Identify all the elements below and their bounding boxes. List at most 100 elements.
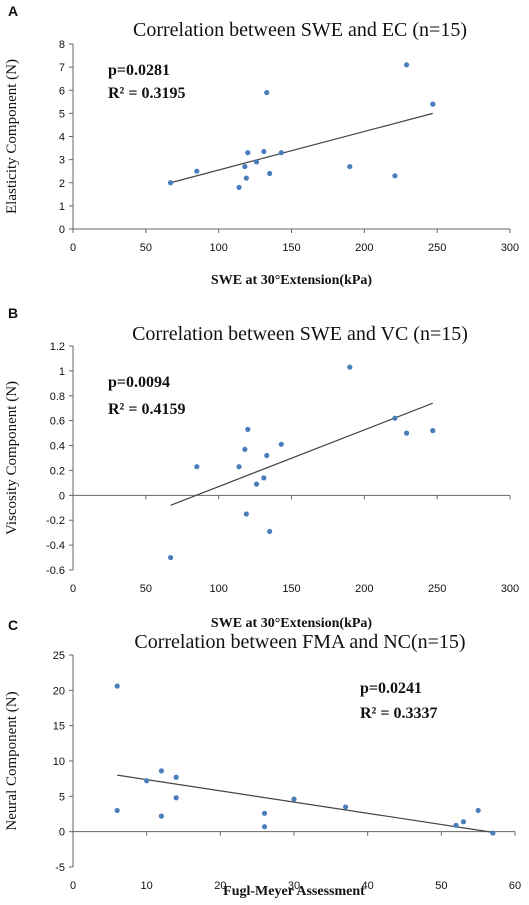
data-point	[278, 441, 284, 447]
data-point	[114, 807, 120, 814]
x-tick-label: 10	[141, 880, 153, 892]
data-point	[261, 810, 268, 816]
chart-title: Correlation between SWE and VC (n=15)	[132, 323, 468, 345]
x-tick-label: 250	[428, 242, 446, 254]
data-point	[158, 813, 164, 819]
y-tick-label: 0	[59, 224, 65, 236]
x-tick-label: 100	[209, 242, 227, 254]
data-point	[261, 475, 267, 481]
y-axis-label: Viscosity Component (N)	[4, 381, 20, 535]
r-squared-label: R² = 0.3337	[360, 705, 437, 722]
y-tick-label: 25	[53, 650, 65, 662]
x-tick-label: 100	[209, 583, 227, 595]
x-tick-label: 200	[355, 242, 373, 254]
data-point	[490, 830, 496, 836]
y-tick-label: 7	[59, 62, 65, 74]
data-point	[392, 173, 398, 179]
x-tick-label: 0	[70, 583, 76, 595]
y-tick-label: 0	[59, 490, 65, 502]
data-point	[403, 62, 410, 68]
r-squared-label: R² = 0.4159	[108, 401, 185, 418]
trendline	[117, 774, 493, 833]
data-point	[236, 184, 242, 190]
data-point	[261, 824, 268, 830]
x-axis-label: Fugl-Meyer Assessment	[223, 884, 365, 899]
y-tick-label: 0.2	[50, 465, 65, 477]
y-tick-label: -0.4	[46, 540, 65, 552]
x-axis-label: SWE at 30°Extension(kPa)	[211, 273, 373, 288]
y-tick-label: 0	[59, 827, 65, 839]
x-tick-label: 20	[214, 880, 226, 892]
data-point	[243, 511, 249, 517]
data-point	[264, 452, 270, 459]
trendline	[170, 402, 434, 506]
y-axis-label: Elasticity Component (N)	[4, 59, 20, 214]
data-point	[158, 768, 164, 774]
chart-panel-a: A Correlation between SWE and EC (n=15) 0 1…	[4, 3, 519, 288]
p-value-label: p=0.0281	[108, 62, 170, 79]
data-point	[430, 101, 436, 107]
data-point	[264, 89, 270, 96]
data-point	[403, 430, 410, 436]
x-tick-label: 40	[362, 880, 374, 892]
x-tick-label: 150	[282, 583, 300, 595]
data-point	[253, 159, 260, 165]
x-tick-label: 150	[282, 242, 300, 254]
data-point	[167, 554, 174, 561]
data-point	[253, 481, 260, 487]
y-tick-label: -0.6	[46, 565, 65, 577]
data-point	[194, 464, 200, 470]
chart-title: Correlation between FMA and NC(n=15)	[134, 631, 465, 653]
x-tick-label: 0	[70, 880, 76, 892]
y-tick-label: 6	[59, 85, 65, 97]
chart-panel-b: B Correlation between SWE and VC (n=15) -0…	[4, 305, 519, 631]
y-tick-label: 1.2	[50, 341, 65, 353]
data-point	[167, 180, 174, 186]
x-tick-label: 300	[501, 583, 519, 595]
x-tick-label: 50	[140, 583, 152, 595]
y-tick-label: 3	[59, 155, 65, 167]
x-tick-label: 30	[288, 880, 300, 892]
p-value-label: p=0.0241	[360, 680, 422, 697]
p-value-label: p=0.0094	[108, 374, 170, 391]
data-point	[114, 683, 120, 689]
y-axis-label: Neural Component (N)	[4, 691, 20, 830]
data-point	[430, 428, 436, 434]
y-tick-label: 0.8	[50, 391, 65, 403]
data-point	[291, 796, 297, 802]
trendline	[170, 112, 433, 184]
y-tick-label: 2	[59, 178, 65, 190]
data-point	[453, 822, 459, 828]
y-tick-label: -0.2	[46, 515, 65, 527]
x-tick-label: 0	[70, 242, 76, 254]
x-tick-label: 60	[509, 880, 521, 892]
data-point	[245, 150, 251, 156]
data-point	[261, 148, 267, 155]
r-squared-label: R² = 0.3195	[108, 85, 185, 102]
data-point	[278, 150, 284, 156]
x-axis-label: SWE at 30°Extension(kPa)	[211, 616, 373, 631]
y-tick-label: 8	[59, 39, 65, 51]
y-tick-label: 20	[53, 685, 65, 697]
y-tick-label: 15	[53, 721, 65, 733]
data-point	[243, 175, 249, 181]
data-point	[194, 168, 200, 174]
data-point	[242, 163, 248, 170]
data-point	[236, 464, 242, 470]
y-tick-label: 5	[59, 791, 65, 803]
x-tick-label: 250	[428, 583, 446, 595]
y-tick-label: 5	[59, 108, 65, 120]
panel-letter: C	[8, 617, 18, 633]
y-tick-label: 0.4	[50, 441, 65, 453]
chart-title: Correlation between SWE and EC (n=15)	[133, 19, 467, 41]
data-point	[267, 528, 273, 535]
data-point	[173, 774, 179, 780]
data-point	[475, 807, 481, 814]
data-point	[242, 446, 248, 452]
x-tick-label: 50	[140, 242, 152, 254]
data-point	[392, 415, 398, 421]
panel-letter: A	[8, 3, 18, 19]
y-tick-label: -5	[55, 862, 65, 874]
